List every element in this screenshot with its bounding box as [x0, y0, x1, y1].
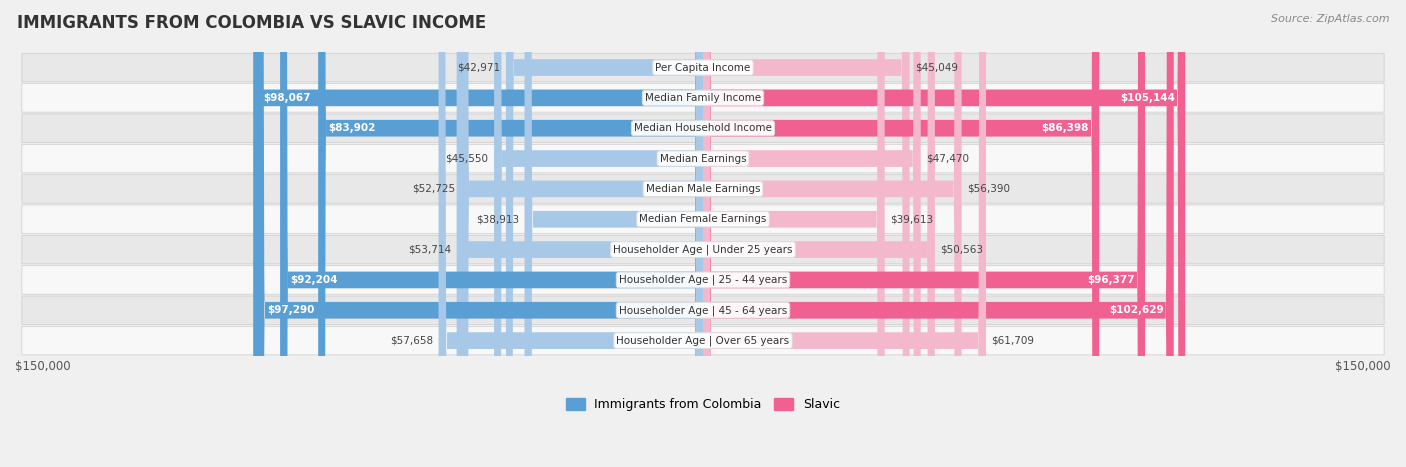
- Text: Householder Age | 25 - 44 years: Householder Age | 25 - 44 years: [619, 275, 787, 285]
- FancyBboxPatch shape: [22, 114, 1384, 142]
- Text: Median Family Income: Median Family Income: [645, 93, 761, 103]
- Text: $105,144: $105,144: [1121, 93, 1175, 103]
- FancyBboxPatch shape: [318, 0, 703, 467]
- FancyBboxPatch shape: [22, 266, 1384, 294]
- FancyBboxPatch shape: [524, 0, 703, 467]
- FancyBboxPatch shape: [22, 53, 1384, 82]
- FancyBboxPatch shape: [703, 0, 1099, 467]
- FancyBboxPatch shape: [257, 0, 703, 467]
- Text: $57,658: $57,658: [389, 336, 433, 346]
- FancyBboxPatch shape: [22, 205, 1384, 234]
- FancyBboxPatch shape: [703, 0, 921, 467]
- Legend: Immigrants from Colombia, Slavic: Immigrants from Colombia, Slavic: [561, 393, 845, 416]
- Text: $38,913: $38,913: [475, 214, 519, 224]
- FancyBboxPatch shape: [22, 144, 1384, 173]
- Text: $86,398: $86,398: [1042, 123, 1090, 133]
- Text: Per Capita Income: Per Capita Income: [655, 63, 751, 72]
- Text: $39,613: $39,613: [890, 214, 934, 224]
- Text: Householder Age | 45 - 64 years: Householder Age | 45 - 64 years: [619, 305, 787, 316]
- Text: IMMIGRANTS FROM COLOMBIA VS SLAVIC INCOME: IMMIGRANTS FROM COLOMBIA VS SLAVIC INCOM…: [17, 14, 486, 32]
- Text: Source: ZipAtlas.com: Source: ZipAtlas.com: [1271, 14, 1389, 24]
- FancyBboxPatch shape: [22, 235, 1384, 264]
- FancyBboxPatch shape: [703, 0, 910, 467]
- Text: $42,971: $42,971: [457, 63, 501, 72]
- FancyBboxPatch shape: [703, 0, 935, 467]
- Text: $150,000: $150,000: [1336, 361, 1391, 373]
- FancyBboxPatch shape: [461, 0, 703, 467]
- FancyBboxPatch shape: [506, 0, 703, 467]
- Text: $45,550: $45,550: [446, 154, 488, 163]
- FancyBboxPatch shape: [703, 0, 986, 467]
- FancyBboxPatch shape: [703, 0, 1174, 467]
- Text: Median Household Income: Median Household Income: [634, 123, 772, 133]
- Text: $61,709: $61,709: [991, 336, 1035, 346]
- FancyBboxPatch shape: [22, 84, 1384, 112]
- FancyBboxPatch shape: [253, 0, 703, 467]
- FancyBboxPatch shape: [22, 175, 1384, 203]
- FancyBboxPatch shape: [703, 0, 962, 467]
- Text: $98,067: $98,067: [263, 93, 311, 103]
- Text: $47,470: $47,470: [927, 154, 969, 163]
- Text: $96,377: $96,377: [1087, 275, 1135, 285]
- FancyBboxPatch shape: [22, 296, 1384, 325]
- Text: Householder Age | Under 25 years: Householder Age | Under 25 years: [613, 244, 793, 255]
- FancyBboxPatch shape: [439, 0, 703, 467]
- FancyBboxPatch shape: [703, 0, 1144, 467]
- Text: Median Male Earnings: Median Male Earnings: [645, 184, 761, 194]
- FancyBboxPatch shape: [703, 0, 884, 467]
- FancyBboxPatch shape: [703, 0, 1185, 467]
- Text: $92,204: $92,204: [291, 275, 337, 285]
- FancyBboxPatch shape: [457, 0, 703, 467]
- FancyBboxPatch shape: [280, 0, 703, 467]
- Text: Median Earnings: Median Earnings: [659, 154, 747, 163]
- Text: $56,390: $56,390: [967, 184, 1010, 194]
- Text: Median Female Earnings: Median Female Earnings: [640, 214, 766, 224]
- Text: $50,563: $50,563: [941, 245, 983, 255]
- Text: $53,714: $53,714: [408, 245, 451, 255]
- Text: $83,902: $83,902: [329, 123, 375, 133]
- Text: $97,290: $97,290: [267, 305, 315, 315]
- FancyBboxPatch shape: [22, 326, 1384, 355]
- Text: $150,000: $150,000: [15, 361, 70, 373]
- FancyBboxPatch shape: [494, 0, 703, 467]
- Text: $102,629: $102,629: [1109, 305, 1163, 315]
- Text: $52,725: $52,725: [412, 184, 456, 194]
- Text: Householder Age | Over 65 years: Householder Age | Over 65 years: [616, 335, 790, 346]
- Text: $45,049: $45,049: [915, 63, 957, 72]
